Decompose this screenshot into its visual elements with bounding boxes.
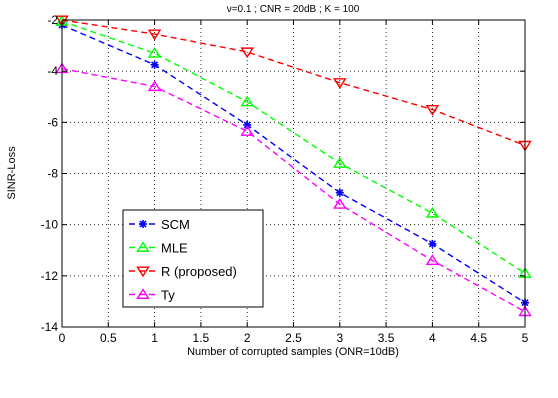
x-tick-label: 2.5 <box>285 331 302 345</box>
legend-entry: MLE <box>129 241 188 256</box>
legend-marker <box>136 266 150 278</box>
x-tick-label: 4 <box>429 331 436 345</box>
x-tick-label: 3 <box>336 331 343 345</box>
legend-entry: SCM <box>129 217 190 232</box>
data-point <box>428 239 437 248</box>
x-tick-label: 0.5 <box>100 331 117 345</box>
data-point <box>240 125 254 136</box>
legend-marker <box>136 241 150 253</box>
legend-label: Ty <box>161 288 175 303</box>
x-tick-label: 2 <box>244 331 251 345</box>
chart-title: ν=0.1 ; CNR = 20dB ; K = 100 <box>227 4 360 15</box>
data-point <box>333 197 347 209</box>
y-tick-label: -8 <box>47 167 58 181</box>
y-tick-label: -4 <box>47 64 58 78</box>
data-point <box>425 206 440 218</box>
series-line <box>61 20 526 274</box>
legend-label: MLE <box>161 241 188 256</box>
marker-stroke <box>151 61 159 69</box>
x-tick-label: 5 <box>522 331 529 345</box>
legend-entry: R (proposed) <box>129 264 237 279</box>
legend-label: SCM <box>161 217 190 232</box>
series-line <box>61 67 526 313</box>
data-point <box>333 156 347 168</box>
y-tick-label: -6 <box>47 115 58 129</box>
x-axis-label: Number of corrupted samples (ONR=10dB) <box>187 346 399 358</box>
data-point <box>240 95 254 107</box>
y-tick-label: -14 <box>41 320 59 334</box>
data-point <box>55 15 69 27</box>
y-tick-label: -10 <box>41 218 59 232</box>
legend-box <box>122 209 264 308</box>
legend: SCM MLE R (proposed) Ty <box>122 209 264 308</box>
y-tick-label: -2 <box>47 13 58 27</box>
data-point <box>243 120 252 129</box>
y-axis-label: SINR-Loss <box>6 146 18 200</box>
x-tick-label: 1.5 <box>193 331 210 345</box>
x-tick-label: 3.5 <box>378 331 395 345</box>
x-tick-label: 1 <box>151 331 158 345</box>
marker-stroke <box>139 220 147 228</box>
series-line <box>61 24 526 304</box>
data-point <box>150 60 159 69</box>
marker-stroke <box>336 189 344 197</box>
data-point <box>425 254 440 266</box>
data-point <box>147 46 162 58</box>
data-point <box>333 78 347 89</box>
data-point <box>240 47 254 59</box>
data-point <box>147 80 162 92</box>
marker-stroke <box>428 240 436 248</box>
data-point <box>335 188 344 197</box>
legend-marker <box>136 288 150 300</box>
legend-entry: Ty <box>129 288 175 303</box>
legend-label: R (proposed) <box>161 264 237 279</box>
y-tick-label: -12 <box>41 269 59 283</box>
marker-stroke <box>243 121 251 129</box>
x-tick-label: 0 <box>59 331 66 345</box>
data-point <box>425 104 440 116</box>
x-tick-label: 4.5 <box>470 331 487 345</box>
data-point <box>147 29 162 41</box>
legend-marker <box>139 220 147 228</box>
axis-ticks: 0 0.5 1 1.5 2 2.5 3 3.5 4 4.5 5 -2 -4 -6 -8 -10 -12 -14 <box>41 13 529 345</box>
